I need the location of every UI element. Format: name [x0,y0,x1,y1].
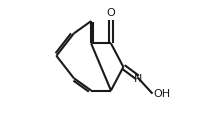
Text: O: O [107,8,115,18]
Text: OH: OH [153,89,170,99]
Text: N: N [133,74,142,84]
